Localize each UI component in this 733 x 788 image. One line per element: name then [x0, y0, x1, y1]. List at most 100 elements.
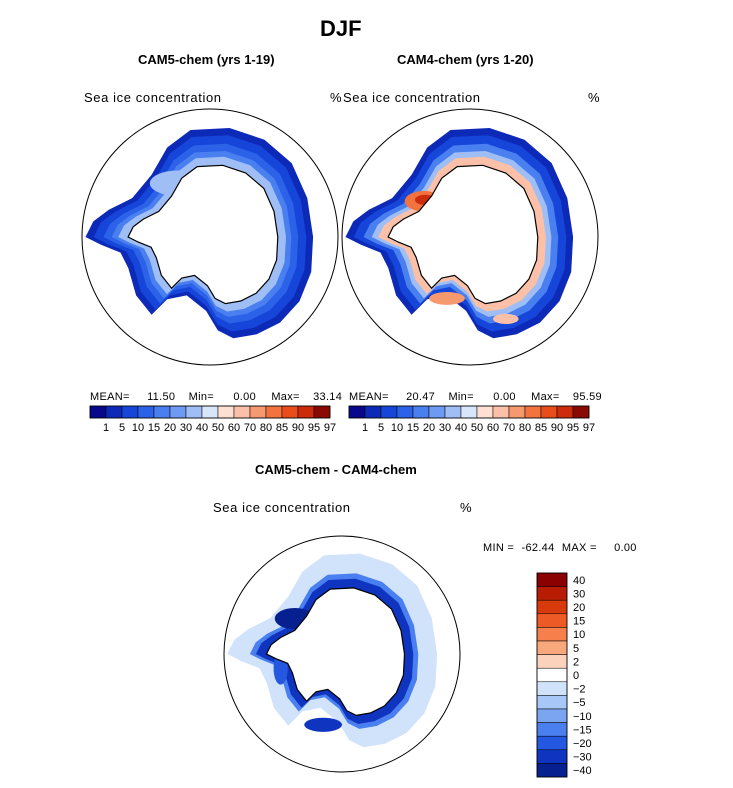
- colorbar-cam4-tick-label: 85: [535, 422, 547, 434]
- colorbar-cam4-swatch-13: [556, 405, 574, 419]
- colorbar-cam5-swatch-1: [105, 405, 123, 419]
- colorbar-cam4-swatch-8: [476, 405, 494, 419]
- colorbar-cam5-tick-label: 15: [148, 422, 160, 434]
- colorbar-cam5-swatch-0: [89, 405, 107, 419]
- colorbar-cam5-tick-label: 30: [180, 422, 192, 434]
- colorbar-difference-swatch-14: [536, 763, 568, 778]
- colorbar-cam5-swatch-9: [233, 405, 251, 419]
- colorbar-difference-tick-label: −2: [573, 684, 586, 696]
- panel2-mean-label: MEAN=: [349, 391, 389, 403]
- colorbar-cam4-tick-label: 10: [391, 422, 403, 434]
- map2-anomaly-patch-3: [493, 313, 519, 325]
- panel3-max-value: 0.00: [614, 542, 637, 554]
- panel1-mean-value: 11.50: [147, 391, 176, 403]
- colorbar-cam4-swatch-1: [364, 405, 382, 419]
- colorbar-cam4-tick-label: 5: [378, 422, 384, 434]
- colorbar-difference-swatch-6: [536, 654, 568, 669]
- colorbar-cam4-tick-label: 70: [503, 422, 515, 434]
- colorbar-cam4-tick-label: 15: [407, 422, 419, 434]
- polar-map-difference: [223, 535, 461, 773]
- colorbar-cam5-tick-label: 40: [196, 422, 208, 434]
- colorbar-cam4-swatch-12: [540, 405, 558, 419]
- colorbar-cam4-swatch-9: [492, 405, 510, 419]
- colorbar-cam5-swatch-14: [313, 405, 331, 419]
- colorbar-cam5-tick-label: 70: [244, 422, 256, 434]
- colorbar-difference-swatch-3: [536, 613, 568, 628]
- colorbar-difference-tick-label: 30: [573, 588, 585, 600]
- map1-antarctica-coastline: [127, 164, 279, 305]
- colorbar-difference-tick-label: −10: [573, 711, 592, 723]
- colorbar-cam5-swatch-13: [297, 405, 315, 419]
- colorbar-cam5-tick-label: 95: [308, 422, 320, 434]
- colorbar-difference-swatch-5: [536, 640, 568, 655]
- panel2-max-value: 95.59: [572, 391, 602, 403]
- colorbar-cam5-tick-label: 60: [228, 422, 240, 434]
- colorbar-cam4-tick-label: 60: [487, 422, 499, 434]
- colorbar-cam4-tick-label: 1: [362, 422, 368, 434]
- colorbar-difference-swatch-10: [536, 708, 568, 723]
- colorbar-difference-swatch-12: [536, 735, 568, 751]
- panel3-units: %: [460, 500, 473, 515]
- colorbar-difference-swatch-11: [536, 722, 568, 737]
- colorbar-difference-swatch-9: [536, 695, 568, 710]
- colorbar-cam4-tick-label: 30: [439, 422, 451, 434]
- colorbar-cam4-swatch-3: [396, 405, 414, 419]
- map2-anomaly-patch-4: [429, 292, 465, 305]
- colorbar-cam5-tick-label: 20: [164, 422, 176, 434]
- colorbar-difference-tick-label: −5: [573, 697, 586, 709]
- colorbar-cam4-tick-label: 90: [551, 422, 563, 434]
- polar-map-cam5: [81, 108, 339, 366]
- panel2-stats: MEAN= 20.47 Min= 0.00 Max= 95.59: [349, 391, 602, 403]
- panel3-subtitle: CAM5-chem - CAM4-chem: [255, 462, 417, 477]
- map2-antarctica-coastline: [387, 164, 539, 305]
- colorbar-difference-swatch-8: [536, 681, 568, 696]
- colorbar-cam4-tick-label: 97: [583, 422, 595, 434]
- colorbar-difference-swatch-1: [536, 586, 568, 601]
- panel1-max-label: Max=: [271, 391, 300, 403]
- panel2-min-value: 0.00: [493, 391, 516, 403]
- colorbar-difference-tick-label: 10: [573, 629, 585, 641]
- colorbar-cam5-tick-label: 50: [212, 422, 224, 434]
- map3-antarctica-coastline: [265, 587, 406, 717]
- panel3-min-label: MIN =: [483, 542, 515, 554]
- colorbar-cam5-swatch-2: [121, 405, 139, 419]
- colorbar-difference-tick-label: 0: [573, 670, 579, 682]
- panel2-units: %: [588, 90, 601, 105]
- colorbar-cam5-swatch-6: [185, 405, 203, 419]
- colorbar-cam4-tick-label: 20: [423, 422, 435, 434]
- panel2-min-label: Min=: [448, 391, 474, 403]
- colorbar-cam4-tick-label: 50: [471, 422, 483, 434]
- colorbar-difference-tick-label: 40: [573, 575, 585, 587]
- map1-map-boundary: [81, 108, 339, 366]
- colorbar-cam5: 1 5 10 15 20 30 40 50 60 70 80 85 90 95 97: [89, 405, 336, 434]
- map2-map-boundary: [341, 108, 599, 366]
- colorbar-difference-swatch-0: [536, 572, 568, 587]
- colorbar-cam4-swatch-4: [412, 405, 430, 419]
- colorbar-cam5-tick-label: 97: [324, 422, 336, 434]
- colorbar-difference-swatch-7: [536, 667, 568, 683]
- colorbar-difference-swatch-2: [536, 599, 568, 615]
- colorbar-cam5-tick-label: 10: [132, 422, 144, 434]
- panel1-stats: MEAN= 11.50 Min= 0.00 Max= 33.14: [90, 391, 342, 403]
- colorbar-cam5-swatch-12: [281, 405, 299, 419]
- colorbar-difference-swatch-13: [536, 749, 568, 764]
- colorbar-difference-swatch-4: [536, 627, 568, 642]
- colorbar-cam4-swatch-0: [348, 405, 366, 419]
- colorbar-cam5-swatch-10: [249, 405, 267, 419]
- colorbar-cam5-swatch-7: [201, 405, 219, 419]
- panel3-variable-label: Sea ice concentration: [213, 500, 351, 515]
- panel1-mean-label: MEAN=: [90, 391, 130, 403]
- figure-title: DJF: [320, 16, 362, 41]
- panel1-units: %: [330, 90, 343, 105]
- colorbar-cam4-swatch-14: [572, 405, 590, 419]
- colorbar-cam4-swatch-10: [508, 405, 526, 419]
- colorbar-cam4: 1 5 10 15 20 30 40 50 60 70 80 85 90 95 97: [348, 405, 595, 434]
- colorbar-cam5-swatch-3: [137, 405, 155, 419]
- colorbar-difference-tick-label: −15: [573, 724, 592, 736]
- colorbar-cam4-swatch-7: [460, 405, 478, 419]
- panel2-max-label: Max=: [531, 391, 560, 403]
- panel1-subtitle: CAM5-chem (yrs 1-19): [138, 52, 275, 67]
- colorbar-cam4-swatch-11: [524, 405, 542, 419]
- colorbar-difference-tick-label: 20: [573, 602, 585, 614]
